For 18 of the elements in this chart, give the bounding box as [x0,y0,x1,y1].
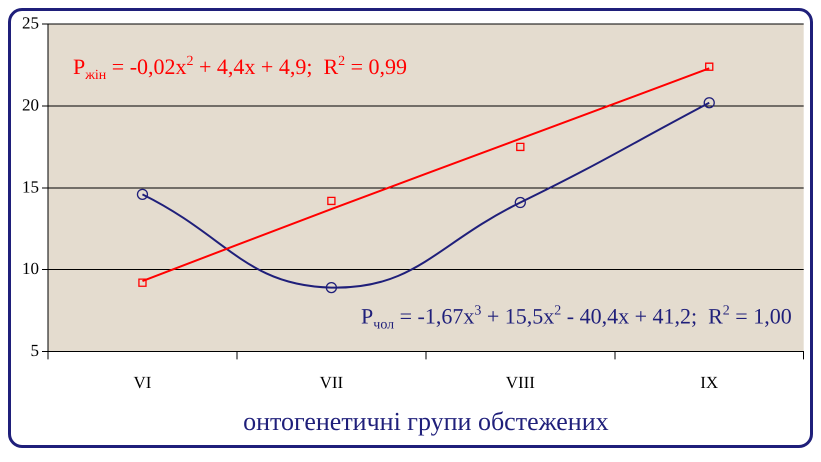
x-tick-label: VIII [506,373,536,392]
point [327,196,336,206]
x-tick-label: VI [133,373,152,392]
y-tick-label: 25 [22,14,39,33]
x-tick-label: IX [700,373,718,392]
point [138,278,147,287]
y-tick-label: 15 [22,177,39,196]
point [516,142,524,152]
y-tick-label: 5 [30,340,39,360]
point [704,97,715,108]
y-tick-label: 20 [22,95,39,114]
point [326,282,338,294]
x-axis-title: онтогенетичні групи обстежених [243,407,609,436]
point [136,188,148,200]
y-tick-label: 10 [22,259,39,278]
x-tick-label: VII [320,373,344,392]
point [705,62,714,71]
point [514,196,526,208]
